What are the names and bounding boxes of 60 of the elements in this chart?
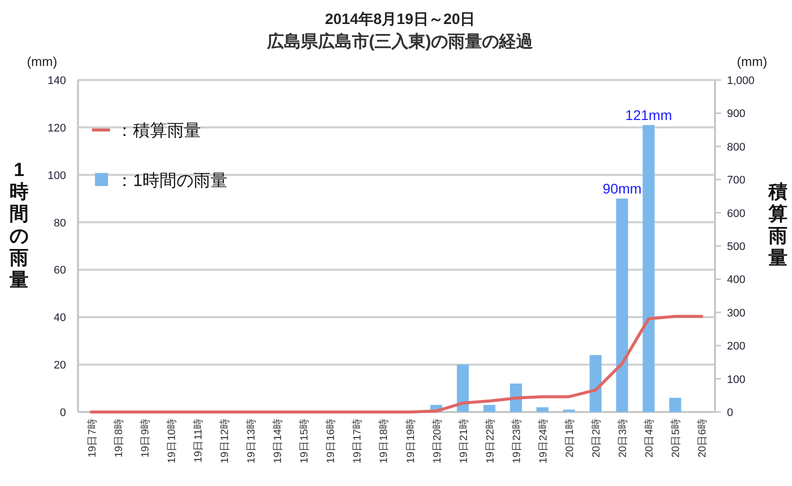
x-tick-label: 20日5時 [669,418,682,458]
y2-tick-label: 300 [727,307,746,320]
y2-tick-label: 200 [727,340,746,353]
bar [456,364,469,412]
legend-label: ：1時間の雨量 [116,171,228,190]
x-tick-label: 19日23時 [510,418,523,464]
y2-tick-label: 400 [727,274,746,286]
chart-subtitle: 広島県広島市(三入東)の雨量の経過 [266,32,534,51]
y2-tick-label: 1,000 [727,75,755,87]
bar [616,198,628,412]
bar [483,404,496,412]
y-tick-label: 60 [54,264,66,277]
y2-tick-label: 800 [727,141,746,154]
x-tick-label: 19日11時 [191,418,204,463]
data-label: 90mm [602,180,642,197]
x-tick-label: 19日7時 [85,418,98,458]
x-tick-label: 19日9時 [138,418,152,458]
y2-tick-label: 600 [727,208,746,220]
y-tick-label: 40 [54,312,66,324]
bar [536,407,548,412]
y2-axis-title: 積算雨量 [768,182,788,269]
data-label: 121mm [625,107,672,124]
x-tick-label: 20日4時 [642,418,656,458]
x-tick-label: 19日18時 [377,418,390,464]
x-tick-label: 20日3時 [616,418,630,458]
y-tick-label: 20 [54,360,66,372]
bar [642,125,655,412]
y-tick-label: 140 [48,75,66,87]
x-tick-label: 20日6時 [696,418,709,458]
y2-tick-label: 500 [727,241,746,253]
y2-tick-label: 100 [727,374,746,386]
x-tick-label: 19日15時 [298,418,311,464]
y2-tick-label: 900 [727,108,746,120]
x-tick-label: 19日20時 [430,418,444,464]
legend-label: ：積算雨量 [116,121,201,140]
y-axis-title: 1時間の雨量 [8,160,28,291]
y2-tick-label: 700 [727,174,746,187]
x-tick-label: 19日10時 [164,418,178,464]
x-tick-label: 19日12時 [218,418,231,464]
x-tick-label: 20日1時 [563,418,576,458]
x-tick-label: 19日16時 [324,418,338,464]
x-tick-label: 19日19時 [404,418,417,464]
x-tick-label: 19日8時 [112,418,125,458]
y2-tick-label: 0 [727,407,734,419]
x-tick-label: 19日21時 [456,418,470,464]
x-tick-label: 20日2時 [590,418,603,458]
y-tick-label: 0 [60,407,66,419]
x-tick-label: 19日17時 [350,418,364,464]
y-tick-label: 120 [48,122,66,134]
bar [669,398,682,412]
x-tick-label: 19日24時 [536,418,550,464]
y-tick-label: 100 [48,170,66,182]
x-tick-label: 19日14時 [271,418,284,464]
y-tick-label: 80 [54,217,66,230]
text: (mm) [736,54,768,69]
x-tick-label: 19日22時 [483,418,496,464]
text: (mm) [26,54,58,69]
x-tick-label: 19日13時 [244,418,258,464]
bar [590,355,602,412]
chart-title: 2014年8月19日～20日 [324,11,476,28]
